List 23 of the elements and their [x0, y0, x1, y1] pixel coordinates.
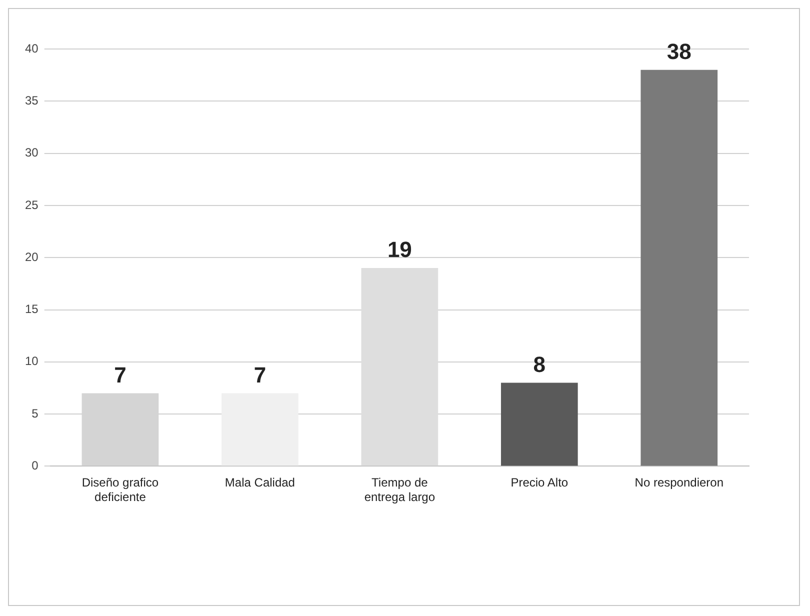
data-label: 19 [387, 237, 412, 262]
bar [640, 70, 718, 466]
y-tick-label: 20 [24, 250, 39, 264]
x-tick-label: Mala Calidad [224, 476, 295, 490]
y-tick-label: 15 [24, 302, 39, 316]
x-tick-label: Tiempo de entrega largo [364, 476, 436, 504]
x-tick-label: Precio Alto [510, 476, 568, 490]
data-label: 38 [666, 38, 692, 64]
y-tick-label: 10 [24, 354, 39, 368]
y-tick-label: 25 [24, 198, 39, 212]
y-tick-label: 35 [24, 93, 39, 108]
bar [500, 382, 578, 466]
data-label: 7 [114, 362, 126, 388]
x-tick-label: No respondieron [634, 476, 724, 490]
data-label: 8 [533, 352, 546, 377]
bar [222, 393, 298, 466]
bar [361, 268, 438, 466]
y-tick-label: 5 [32, 406, 39, 420]
y-tick-label: 0 [32, 458, 39, 473]
x-tick-label: Diseño grafico deficiente [82, 476, 159, 504]
y-tick-label: 40 [24, 41, 39, 56]
y-tick-label: 30 [24, 146, 39, 160]
data-label: 7 [254, 362, 266, 388]
